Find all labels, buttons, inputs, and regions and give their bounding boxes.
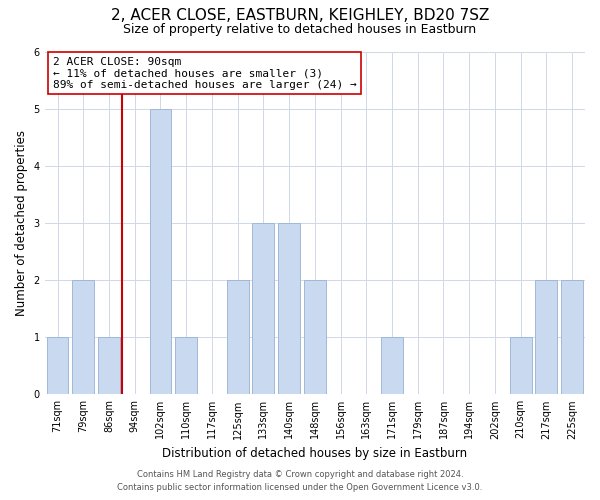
Bar [535,280,557,394]
Bar [175,337,197,394]
Bar [149,108,172,395]
Text: 2 ACER CLOSE: 90sqm
← 11% of detached houses are smaller (3)
89% of semi-detache: 2 ACER CLOSE: 90sqm ← 11% of detached ho… [53,56,356,90]
Bar [227,280,248,394]
Text: 2, ACER CLOSE, EASTBURN, KEIGHLEY, BD20 7SZ: 2, ACER CLOSE, EASTBURN, KEIGHLEY, BD20 … [111,8,489,22]
Bar [47,337,68,394]
Bar [561,280,583,394]
Text: Contains HM Land Registry data © Crown copyright and database right 2024.
Contai: Contains HM Land Registry data © Crown c… [118,470,482,492]
Bar [253,223,274,394]
Text: Size of property relative to detached houses in Eastburn: Size of property relative to detached ho… [124,22,476,36]
Bar [510,337,532,394]
Bar [278,223,300,394]
X-axis label: Distribution of detached houses by size in Eastburn: Distribution of detached houses by size … [162,447,467,460]
Bar [304,280,326,394]
Bar [381,337,403,394]
Y-axis label: Number of detached properties: Number of detached properties [15,130,28,316]
Bar [73,280,94,394]
Bar [98,337,120,394]
